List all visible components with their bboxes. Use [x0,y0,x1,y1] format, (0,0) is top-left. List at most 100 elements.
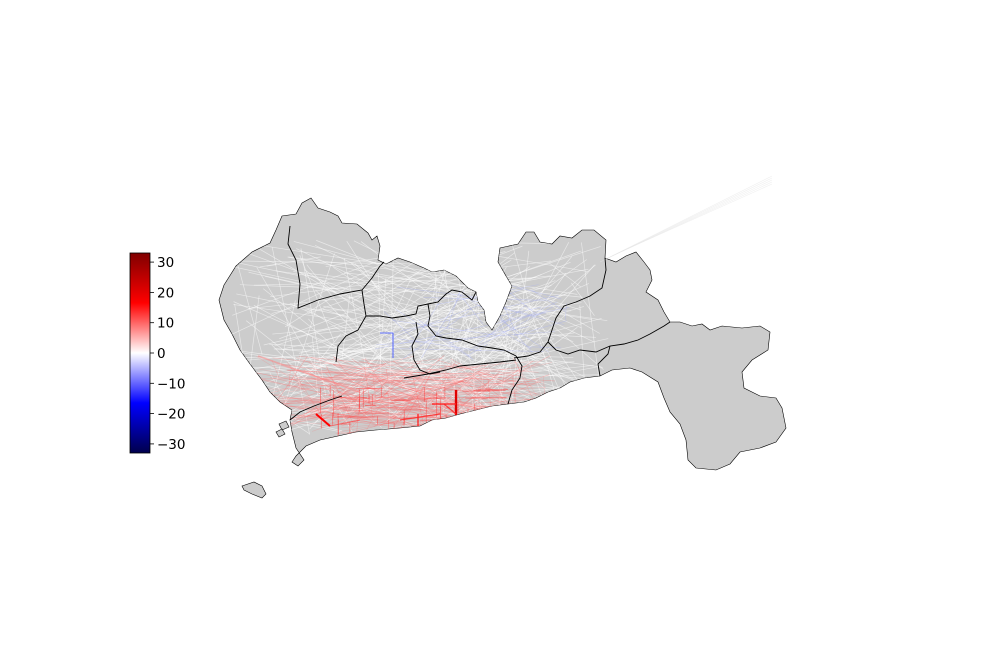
district-boundary [335,289,367,363]
flow-line [250,380,414,424]
flow-line [454,327,530,396]
flow-line [373,377,468,427]
flow-line [302,405,375,425]
flow-line [274,307,387,347]
flow-line [454,350,476,391]
flow-line [308,318,315,327]
flow-line [516,284,600,334]
flow-line [280,369,348,404]
flow-line [298,384,435,407]
flow-line [306,360,539,380]
flow-line [488,381,505,387]
flow-line [298,322,499,412]
flow-line [326,386,347,405]
flow-line [260,388,432,390]
flow-line [477,371,554,401]
colorbar-tick-label: −10 [157,376,186,392]
flow-line [309,280,448,430]
flow-line [312,361,506,432]
flow-line [463,416,551,422]
flow-line [333,369,532,403]
flow-line [549,292,552,295]
flow-line [266,264,277,267]
flow-line [338,362,386,397]
flow-line [302,365,430,376]
flow-line [399,413,441,421]
flow-line [407,363,489,435]
flow-line [366,374,397,430]
colorbar-ticks: 30 20 10 0 −10 −20 −30 [150,255,186,453]
flow-line [470,304,527,352]
flow-line [319,393,482,400]
flow-line [395,386,441,395]
flow-line [511,250,530,397]
flow-line [477,372,490,393]
flow-line [349,391,444,401]
flow-line [387,294,559,335]
flow-line [373,375,408,404]
flow-line [333,378,449,385]
flow-line [232,261,377,316]
colorbar-tick-label: 10 [157,316,174,332]
flow-line [269,402,394,423]
flow-line [309,375,536,396]
flow-line [433,246,445,416]
flow-line [317,394,453,412]
flow-line [352,379,525,412]
flow-line [239,370,576,390]
flow-line [427,256,573,428]
flow-line [484,417,548,426]
district-boundary [287,225,385,309]
flow-line [337,392,414,409]
flow-line [379,401,418,411]
flow-line [483,355,551,394]
flow-line [456,364,486,372]
flow-line [310,358,443,375]
flow-line [284,333,351,349]
flow-line [489,242,570,393]
flow-line [273,377,390,420]
flow-line [392,318,469,419]
flow-line [283,253,335,406]
flow-line [233,350,578,410]
flow-line [291,374,331,428]
flow-line [421,290,465,358]
flow-line [418,319,472,358]
flow-line [364,358,402,417]
flow-line [384,336,482,352]
flow-line [272,357,490,381]
colorbar-gradient [129,252,151,454]
flow-line [403,387,534,404]
colorbar-tick-label: −30 [157,437,186,453]
flow-line [314,244,599,384]
flow-line [388,415,452,418]
flow-line [234,252,263,355]
flow-line [303,369,421,430]
flow-line [258,399,394,403]
flow-line [304,309,571,312]
flow-line [493,416,525,419]
flow-line [282,378,356,406]
flow-line [472,327,578,405]
flow-line [265,406,492,410]
flow-line [438,378,447,385]
flow-line [287,369,519,382]
flow-line [334,404,390,407]
flow-line [409,239,509,283]
flow-line [257,355,361,393]
flow-line [310,376,400,423]
flow-line [454,371,501,413]
flow-line [498,314,533,353]
flow-line [393,339,554,388]
flow-line [331,406,421,410]
flow-line [430,385,564,419]
flow-line [271,247,311,435]
flow-line [317,382,401,387]
flow-line [271,297,329,314]
flow-line [257,244,578,295]
flow-line [528,346,562,349]
flow-line [446,290,461,329]
flow-line [308,361,369,420]
flow-line [389,289,609,397]
flow-line [341,404,389,415]
